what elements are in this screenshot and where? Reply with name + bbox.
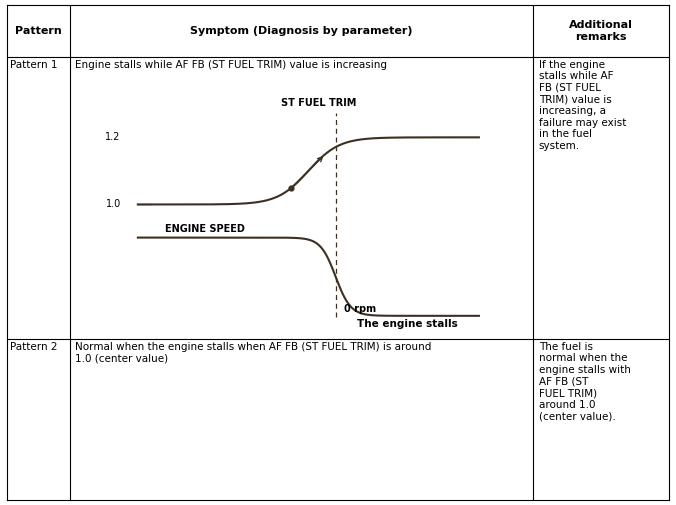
Text: ENGINE SPEED: ENGINE SPEED: [165, 224, 245, 234]
Text: Additional
remarks: Additional remarks: [569, 20, 633, 42]
Text: Symptom (Diagnosis by parameter): Symptom (Diagnosis by parameter): [191, 26, 413, 36]
Text: Engine stalls while AF FB (ST FUEL TRIM) value is increasing: Engine stalls while AF FB (ST FUEL TRIM)…: [75, 60, 387, 70]
Text: 1.0: 1.0: [105, 199, 121, 210]
Text: The fuel is
normal when the
engine stalls with
AF FB (ST
FUEL TRIM)
around 1.0
(: The fuel is normal when the engine stall…: [539, 341, 631, 421]
Text: Normal when the engine stalls when AF FB (ST FUEL TRIM) is around
1.0 (center va: Normal when the engine stalls when AF FB…: [75, 341, 431, 363]
Text: Pattern: Pattern: [15, 26, 62, 36]
Text: If the engine
stalls while AF
FB (ST FUEL
TRIM) value is
increasing, a
failure m: If the engine stalls while AF FB (ST FUE…: [539, 60, 626, 150]
Text: 1.2: 1.2: [105, 132, 121, 142]
Text: 0 rpm: 0 rpm: [344, 304, 377, 314]
Text: Pattern 1: Pattern 1: [10, 60, 57, 70]
Text: Pattern 2: Pattern 2: [10, 341, 57, 351]
Text: The engine stalls: The engine stalls: [357, 319, 458, 329]
Text: ST FUEL TRIM: ST FUEL TRIM: [281, 98, 356, 109]
